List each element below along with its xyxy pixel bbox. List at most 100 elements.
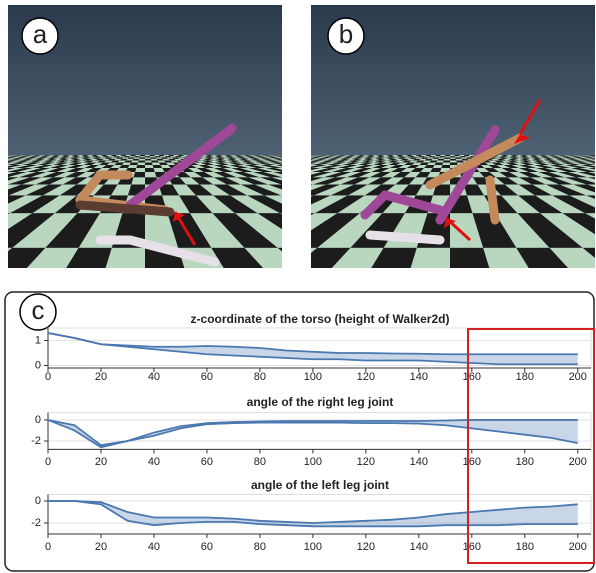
x-tick-label: 160 (463, 371, 481, 383)
floor-tile (294, 157, 312, 158)
floor-tile (456, 160, 464, 162)
floor-tile (0, 195, 9, 213)
floor-tile (138, 160, 145, 162)
floor-tile (130, 155, 136, 156)
x-tick-label: 140 (410, 541, 428, 553)
floor-tile (278, 172, 312, 177)
floor-tile (135, 155, 140, 156)
floor-tile (131, 160, 139, 162)
floor-tile (290, 156, 306, 157)
floor-tile (0, 156, 6, 157)
floor-tile (450, 163, 458, 165)
x-tick-label: 100 (304, 371, 322, 383)
floor-tile (0, 195, 7, 213)
floor-tile (450, 159, 456, 161)
x-tick-label: 0 (45, 456, 51, 468)
floor-tile (288, 157, 306, 158)
floor-tile (145, 168, 155, 172)
floor-tile (145, 159, 151, 161)
floor-tile (295, 156, 311, 157)
x-tick-label: 80 (254, 541, 266, 553)
floor-tile (289, 159, 308, 161)
floor-tile (294, 157, 311, 158)
floor-tile (145, 172, 156, 177)
floor-tile (440, 155, 445, 156)
floor-tile (0, 185, 8, 196)
x-tick-label: 140 (410, 456, 428, 468)
floor-tile (455, 155, 460, 156)
floor-tile (286, 165, 312, 168)
floor-tile (150, 155, 155, 156)
floor-tile (145, 163, 153, 165)
floor-tile (283, 165, 309, 168)
x-tick-label: 180 (516, 456, 534, 468)
floor-tile (445, 156, 450, 157)
floor-tile (145, 157, 151, 158)
floor-tile (0, 156, 1, 157)
x-tick-label: 100 (304, 541, 322, 553)
floor-tile (134, 172, 145, 177)
x-tick-label: 160 (463, 541, 481, 553)
x-tick-label: 40 (148, 456, 160, 468)
floor-tile (290, 160, 311, 162)
floor-tile (445, 155, 450, 156)
x-tick-label: 60 (201, 456, 213, 468)
x-tick-label: 60 (201, 541, 213, 553)
floor-tile (289, 156, 305, 157)
floor-tile (284, 160, 305, 162)
x-tick-label: 0 (45, 541, 51, 553)
floor-tile (0, 172, 7, 177)
floor-tile (131, 177, 145, 184)
x-tick-label: 180 (516, 371, 534, 383)
floor-tile (435, 155, 441, 156)
floor-tile (455, 157, 461, 158)
x-tick-label: 40 (148, 541, 160, 553)
floor-tile (150, 156, 156, 157)
chart: angle of the left leg joint0-20204060801… (31, 478, 591, 553)
floor-tile (132, 159, 139, 161)
floor-tile (444, 157, 450, 158)
y-tick-label: 1 (35, 334, 41, 346)
floor-tile (284, 157, 301, 158)
floor-tile (450, 157, 456, 158)
floor-tile (145, 155, 150, 156)
floor-tile (441, 165, 450, 168)
y-tick-label: -2 (31, 517, 41, 529)
chart-title: angle of the left leg joint (251, 478, 389, 492)
floor-tile (281, 163, 305, 165)
x-tick-label: 180 (516, 541, 534, 553)
y-tick-label: 0 (35, 495, 41, 507)
x-tick-label: 120 (357, 541, 375, 553)
floor-tile (283, 168, 312, 172)
floor-tile (151, 159, 158, 161)
x-tick-label: 40 (148, 371, 160, 383)
x-tick-label: 100 (304, 456, 322, 468)
floor-tile (286, 159, 305, 161)
floor-tile (0, 163, 7, 165)
chart-title: angle of the right leg joint (247, 395, 394, 409)
limb (370, 235, 440, 240)
x-tick-label: 80 (254, 371, 266, 383)
x-tick-label: 140 (410, 371, 428, 383)
x-tick-label: 120 (357, 456, 375, 468)
floor-tile (450, 155, 455, 156)
floor-tile (450, 156, 455, 157)
floor-tile (0, 157, 6, 158)
floor-tile (145, 156, 150, 157)
floor-tile (293, 159, 312, 161)
floor-tile (282, 157, 300, 158)
chart: angle of the right leg joint0-2020406080… (31, 395, 591, 468)
x-tick-label: 120 (357, 371, 375, 383)
floor-tile (140, 156, 145, 157)
floor-tile (135, 168, 145, 172)
x-tick-label: 200 (569, 541, 587, 553)
floor-tile (137, 163, 145, 165)
floor-tile (289, 163, 312, 165)
floor-tile (284, 159, 303, 161)
y-tick-label: -2 (31, 435, 41, 447)
floor-tile (133, 157, 139, 158)
floor-tile (283, 163, 306, 165)
floor-tile (154, 155, 160, 156)
floor-tile (139, 159, 145, 161)
floor-tile (0, 165, 7, 168)
